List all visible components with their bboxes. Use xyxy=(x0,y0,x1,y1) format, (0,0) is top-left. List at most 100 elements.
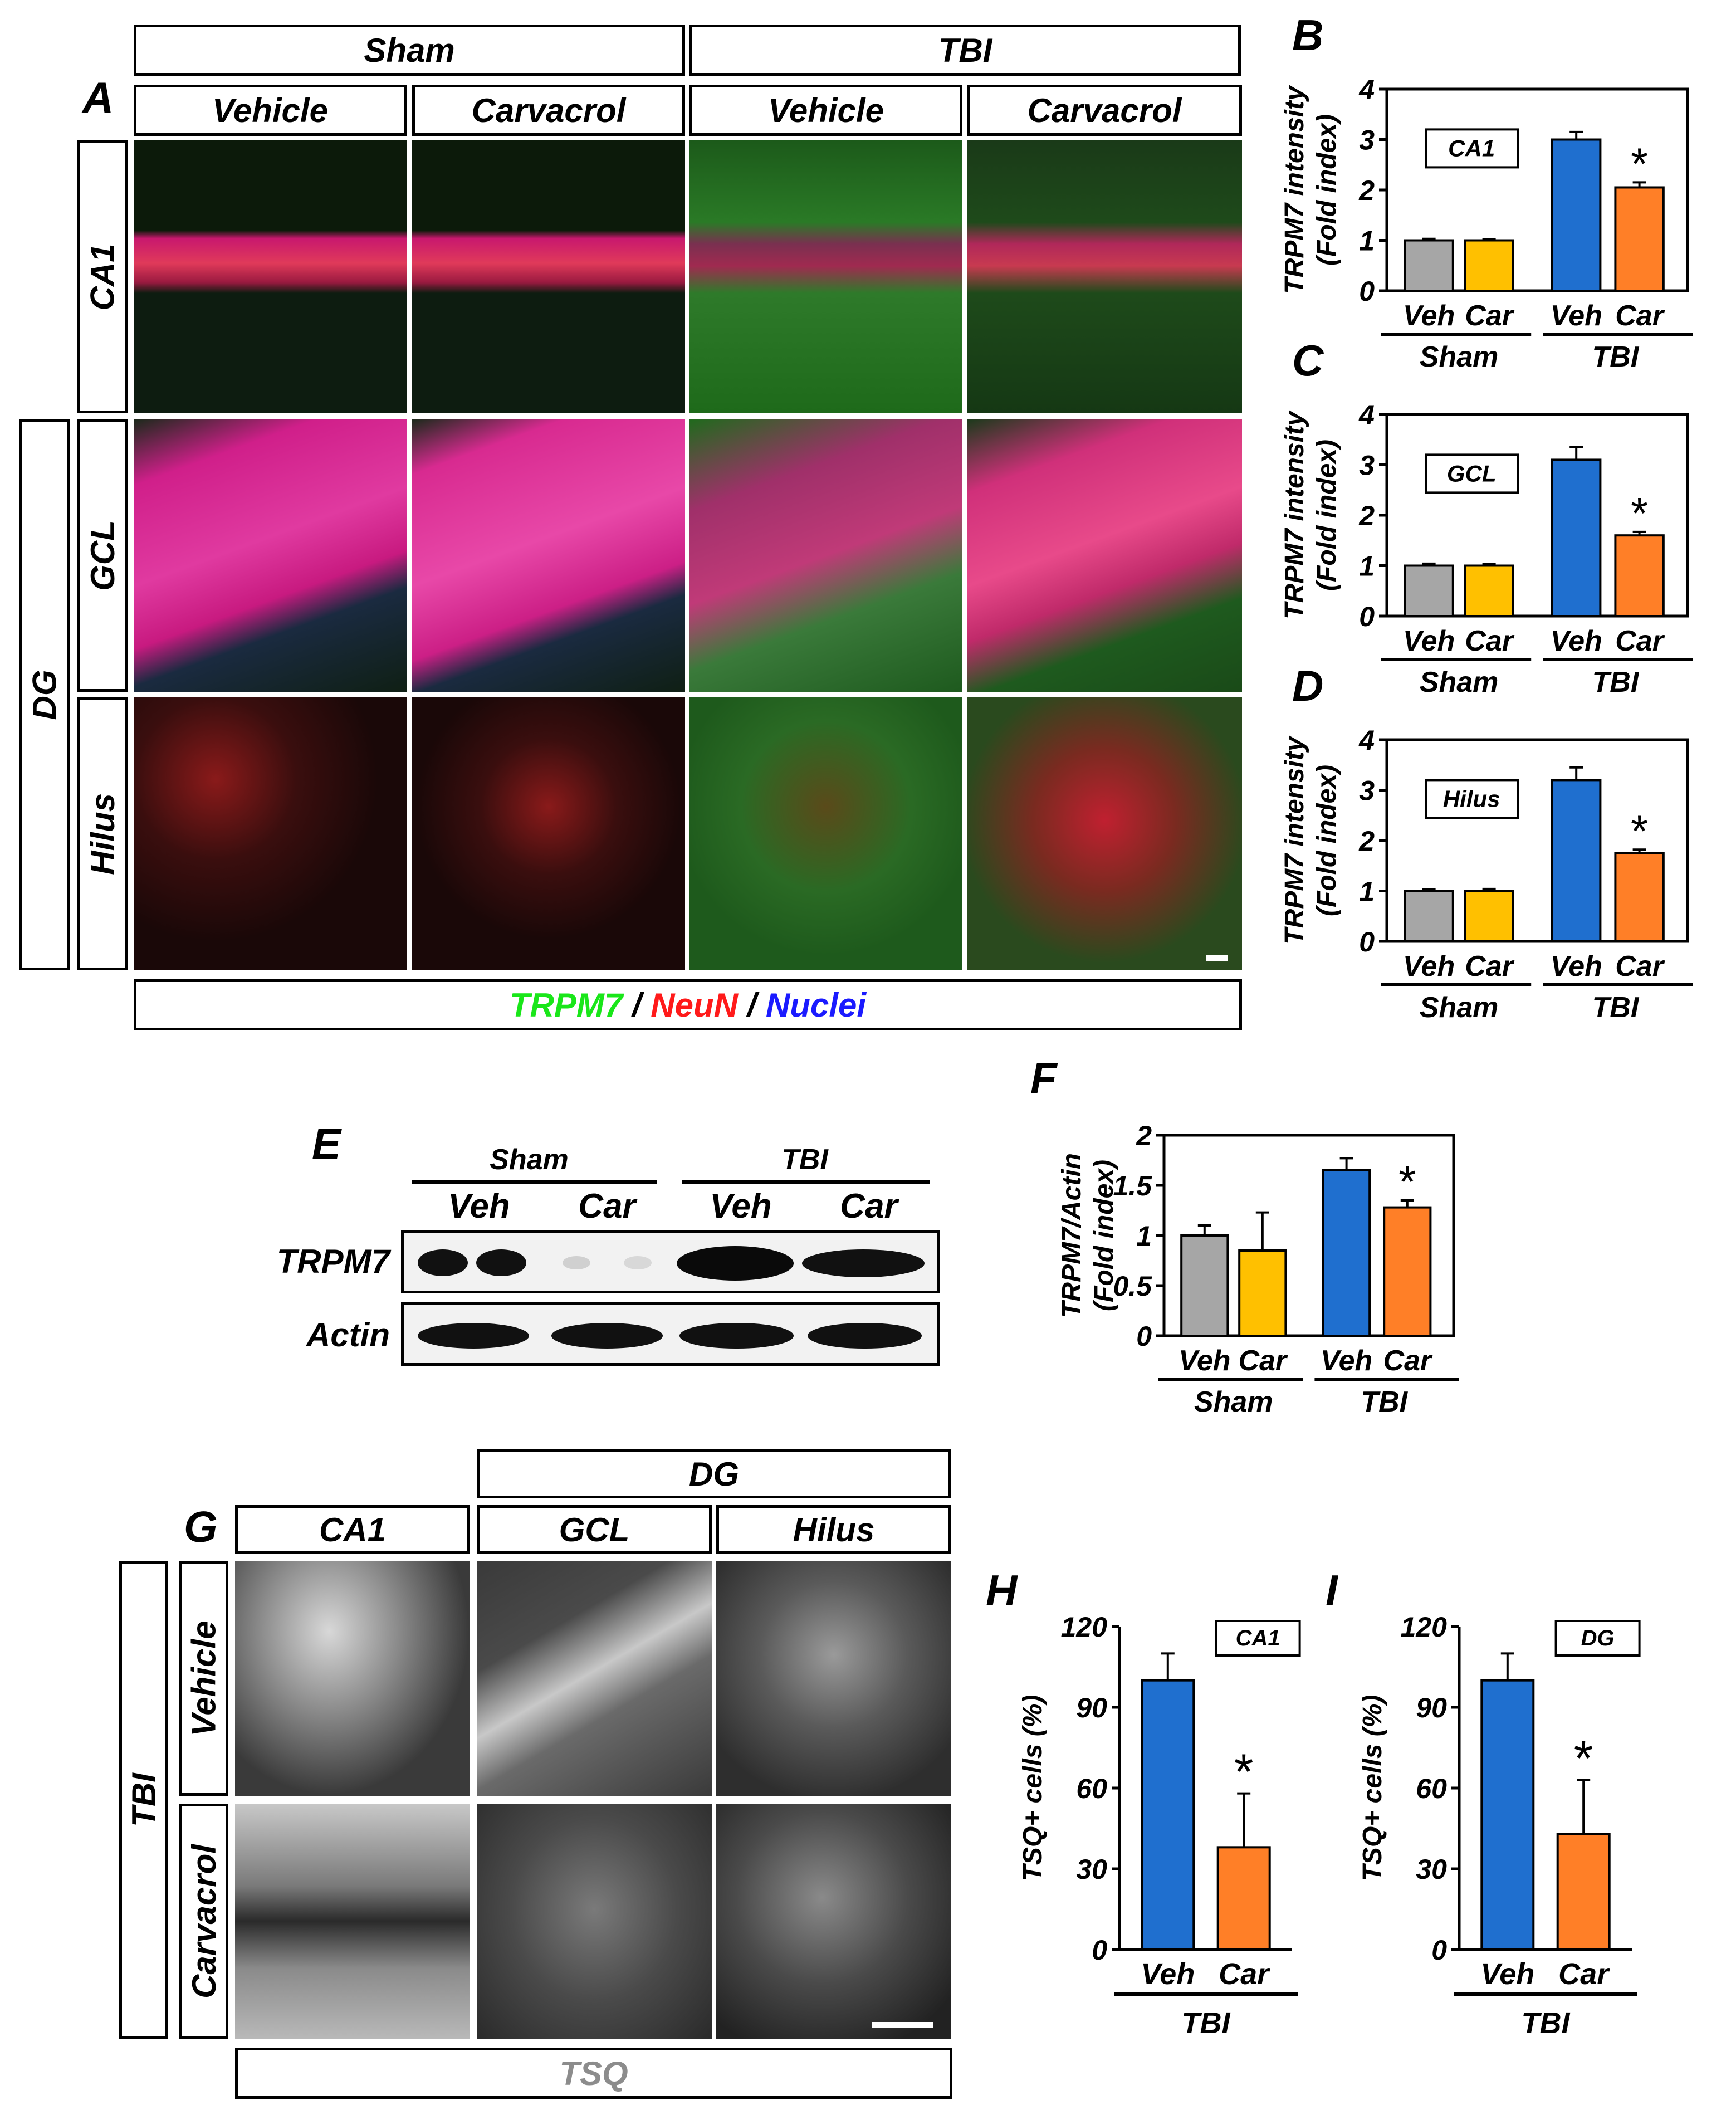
scale-bar xyxy=(872,2022,933,2028)
group-label: TBI xyxy=(1522,2006,1571,2040)
y-tick-label: 2 xyxy=(1358,826,1375,857)
header-sham-vehicle: Vehicle xyxy=(134,85,407,136)
y-axis-label: TRPM7 intensity xyxy=(1280,735,1309,945)
blot-lane-label: Veh xyxy=(448,1187,510,1225)
y-tick-label: 4 xyxy=(1358,725,1375,756)
x-tick-label: Veh xyxy=(1480,1957,1534,1991)
legend-separator-1: / xyxy=(623,986,651,1024)
x-tick-label: Car xyxy=(1219,1957,1270,1991)
x-tick-label: Veh xyxy=(1321,1345,1372,1377)
g-header-hilus: Hilus xyxy=(716,1505,951,1554)
tsq-hilus-vehicle xyxy=(716,1561,951,1796)
g-stain-label: TSQ xyxy=(235,2048,952,2099)
x-tick-label: Car xyxy=(1383,1345,1432,1377)
bar xyxy=(1238,1249,1287,1337)
y-tick-label: 0 xyxy=(1359,276,1375,307)
significance-marker: * xyxy=(1631,806,1648,856)
group-label: Sham xyxy=(1194,1386,1273,1418)
y-tick-label: 30 xyxy=(1076,1854,1107,1885)
chart-b: 0 1 2 3 4 TRPM7 intensity (Fold index) Veh Car Ve… xyxy=(1280,74,1693,373)
blot-band xyxy=(563,1256,590,1269)
tsq-gcl-carvacrol xyxy=(477,1804,712,2039)
header-tbi: TBI xyxy=(689,25,1241,76)
bar xyxy=(1556,1833,1611,1951)
y-tick-label: 1.5 xyxy=(1113,1170,1152,1202)
x-tick-label: Car xyxy=(1465,625,1514,657)
blot-band xyxy=(476,1249,526,1276)
g-row-label-vehicle: Vehicle xyxy=(179,1561,228,1796)
micrograph-ca1-tbi-carvacrol xyxy=(967,140,1242,413)
y-tick-label: 90 xyxy=(1416,1692,1447,1723)
tsq-ca1-vehicle xyxy=(235,1561,470,1796)
group-label: Sham xyxy=(1420,341,1499,373)
bar xyxy=(1464,564,1514,617)
g-tbi-label: TBI xyxy=(119,1561,168,2039)
y-axis-label: TRPM7 intensity xyxy=(1280,410,1309,619)
y-axis-label: TSQ+ cells (%) xyxy=(1358,1695,1387,1882)
x-tick-label: Veh xyxy=(1178,1345,1230,1377)
blot-group-tbi-line xyxy=(682,1180,930,1184)
x-tick-label: Car xyxy=(1615,300,1665,332)
significance-marker: * xyxy=(1234,1745,1254,1800)
bar xyxy=(1322,1169,1371,1337)
tsq-gcl-vehicle xyxy=(477,1561,712,1796)
legend-separator-2: / xyxy=(737,986,766,1024)
bar xyxy=(1551,458,1602,617)
micrograph-ca1-sham-vehicle xyxy=(134,140,407,413)
y-tick-label: 1 xyxy=(1359,551,1375,582)
micrograph-ca1-tbi-vehicle xyxy=(689,140,962,413)
bar xyxy=(1404,239,1454,292)
micrograph-gcl-sham-vehicle xyxy=(134,419,407,692)
x-tick-label: Car xyxy=(1558,1957,1610,1991)
bar xyxy=(1551,138,1602,292)
y-tick-label: 60 xyxy=(1416,1773,1447,1804)
panel-label-f: F xyxy=(1030,1053,1057,1102)
blot-lane-label: Veh xyxy=(710,1187,772,1225)
bar xyxy=(1404,564,1454,617)
y-tick-label: 1 xyxy=(1136,1220,1152,1252)
region-label: DG xyxy=(1581,1626,1615,1650)
group-label: TBI xyxy=(1361,1386,1408,1418)
bar xyxy=(1614,186,1665,292)
region-label: Hilus xyxy=(1443,785,1500,812)
bar xyxy=(1141,1679,1195,1951)
y-axis-label: (Fold index) xyxy=(1089,1160,1119,1311)
row-label-dg: DG xyxy=(19,419,70,970)
y-tick-label: 1 xyxy=(1359,876,1375,907)
micrograph-hilus-tbi-vehicle xyxy=(689,697,962,970)
header-tbi-vehicle: Vehicle xyxy=(689,85,962,136)
panel-label-a: A xyxy=(82,73,114,122)
blot-band xyxy=(551,1323,663,1349)
x-tick-label: Car xyxy=(1238,1345,1288,1377)
y-tick-label: 3 xyxy=(1359,775,1375,807)
region-label-box xyxy=(1425,128,1519,169)
y-tick-label: 2 xyxy=(1358,500,1375,531)
micrograph-hilus-tbi-carvacrol xyxy=(967,697,1242,970)
bar xyxy=(1464,890,1514,942)
micrograph-gcl-tbi-carvacrol xyxy=(967,419,1242,692)
chart-h: 0 30 60 90 120 TSQ+ cells (%) Veh * Car TBI CA1 xyxy=(1018,1611,1301,2040)
blot-row-label-actin: Actin xyxy=(306,1316,390,1354)
y-axis-label: TRPM7 intensity xyxy=(1280,85,1309,294)
y-tick-label: 4 xyxy=(1358,74,1375,105)
blot-band xyxy=(802,1249,925,1277)
y-tick-label: 0 xyxy=(1359,926,1375,958)
y-tick-label: 3 xyxy=(1359,125,1375,156)
row-label-gcl: GCL xyxy=(77,419,128,692)
region-label-box xyxy=(1425,453,1519,494)
blot-band xyxy=(418,1249,468,1276)
legend-neun: NeuN xyxy=(651,986,738,1024)
y-axis-label: TSQ+ cells (%) xyxy=(1018,1695,1048,1882)
header-tbi-carvacrol: Carvacrol xyxy=(967,85,1242,136)
bar xyxy=(1464,239,1514,292)
y-tick-label: 30 xyxy=(1416,1854,1447,1885)
header-sham-carvacrol: Carvacrol xyxy=(412,85,685,136)
y-tick-label: 0 xyxy=(1136,1321,1152,1352)
y-axis-label: (Fold index) xyxy=(1312,114,1342,266)
group-label: TBI xyxy=(1592,992,1640,1024)
region-label: GCL xyxy=(1447,460,1497,486)
region-label-box xyxy=(1554,1620,1641,1657)
x-tick-label: Car xyxy=(1615,950,1665,983)
y-tick-label: 0 xyxy=(1359,601,1375,632)
